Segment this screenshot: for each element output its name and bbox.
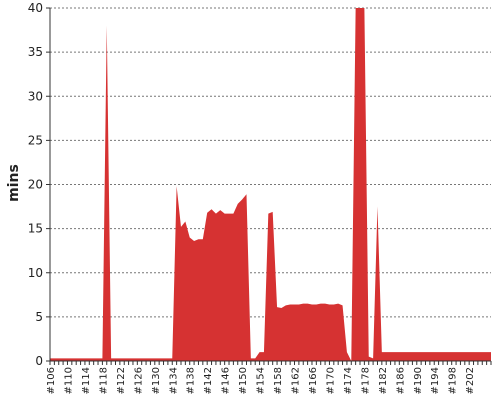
series-area-group: [49, 7, 492, 362]
y-tick-label: 5: [35, 310, 43, 324]
x-tick-label: #202: [465, 367, 476, 394]
x-tick-label: #114: [81, 367, 92, 394]
y-tick-label: 25: [28, 133, 43, 147]
x-tick-label: #138: [186, 367, 197, 394]
x-tick-label: #194: [430, 367, 441, 394]
x-tick-label: #130: [151, 367, 162, 394]
x-tick-label: #178: [360, 367, 371, 394]
x-tick-label: #174: [343, 367, 354, 394]
x-tick-label: #182: [378, 367, 389, 394]
x-tick-label: #110: [63, 367, 74, 394]
x-tick-label: #118: [98, 367, 109, 394]
y-tick-label: 40: [28, 1, 43, 15]
x-tick-label: #142: [203, 367, 214, 394]
x-tick-label: #106: [46, 367, 57, 394]
x-axis-ticks: #106 #110 #114 #118 #122 #126 #130 #134 #138 #142…: [46, 361, 492, 394]
x-tick-label: #126: [133, 367, 144, 394]
x-tick-label: #122: [116, 367, 127, 394]
x-tick-label: #198: [448, 367, 459, 394]
x-tick-label: #134: [168, 367, 179, 394]
y-axis-label: mins: [6, 164, 22, 202]
x-tick-label: #158: [273, 367, 284, 394]
y-tick-label: 0: [35, 354, 43, 368]
x-tick-label: #146: [221, 367, 232, 394]
y-tick-label: 35: [28, 45, 43, 59]
y-tick-label: 10: [28, 266, 43, 280]
x-tick-label: #170: [325, 367, 336, 394]
x-tick-label: #186: [395, 367, 406, 394]
x-tick-label: #190: [413, 367, 424, 394]
x-tick-label: #162: [291, 367, 302, 394]
y-axis-ticks: 0 5 10 15 20 25 30 35 40: [28, 1, 50, 368]
series-area: [50, 8, 491, 361]
y-tick-label: 30: [28, 89, 43, 103]
y-tick-label: 15: [28, 222, 43, 236]
x-tick-label: #150: [238, 367, 249, 394]
x-tick-label: #166: [308, 367, 319, 394]
y-tick-label: 20: [28, 178, 43, 192]
x-tick-label: #154: [256, 367, 267, 394]
